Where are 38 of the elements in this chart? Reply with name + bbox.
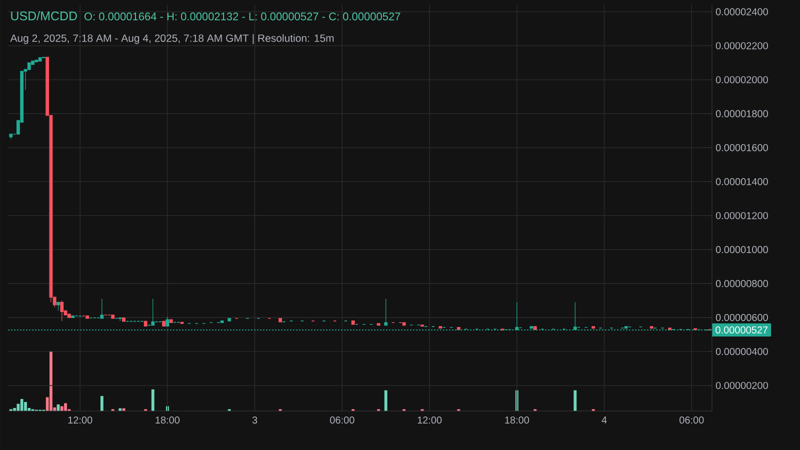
y-tick-label: 0.00000800: [716, 280, 768, 288]
bar: [60, 406, 64, 411]
candlestick: [166, 316, 170, 326]
x-tick-label: 4: [602, 416, 607, 424]
x-tick-label: 06:00: [330, 416, 354, 424]
x-tick-label: 3: [252, 416, 258, 424]
chart-title: USD/MCDD: [11, 11, 77, 20]
candlestick: [384, 298, 388, 326]
y-tick-label: 0.00001800: [716, 110, 768, 118]
y-tick-label: 0.00001600: [716, 144, 768, 152]
ref-line-label: 0.00000527: [716, 326, 768, 334]
annotation: Aug 2, 2025, 7:18 AM - Aug 4, 2025, 7:18 AM GMT | Resolution: 15m: [10, 34, 334, 44]
y-tick-label: 0.00002200: [716, 42, 768, 50]
bar: [50, 350, 52, 411]
x-tick-label: 12:00: [418, 416, 442, 424]
bar: [24, 402, 27, 411]
y-tick-label: 0.00002400: [716, 8, 768, 16]
y-tick-label: 0.00001000: [716, 246, 768, 254]
bar: [574, 390, 577, 411]
bar: [384, 390, 388, 411]
y-tick-label: 0.00000400: [716, 348, 768, 356]
y-tick-label: 0.00000600: [716, 314, 768, 322]
candlestick: [151, 298, 155, 326]
x-tick-label: 12:00: [68, 416, 92, 424]
x-tick-label: 06:00: [680, 416, 704, 424]
bar: [151, 389, 154, 411]
candlestick: [100, 298, 104, 319]
candlestick: [60, 300, 64, 322]
y-tick-label: 0.00001400: [716, 178, 768, 186]
text: O: 0.00001664 - H: 0.00002132 - L: 0.00000527 - C: 0.00000527: [84, 12, 400, 20]
bar: [100, 396, 104, 411]
y-tick-label: 0.00002000: [716, 76, 768, 84]
x-tick-label: 18:00: [156, 416, 180, 424]
bar: [20, 398, 24, 411]
y-tick-label: 0.00001200: [716, 212, 768, 220]
x-tick-label: 18:00: [505, 416, 530, 424]
y-tick-label: 0.00000200: [716, 382, 768, 390]
bar: [64, 403, 67, 411]
